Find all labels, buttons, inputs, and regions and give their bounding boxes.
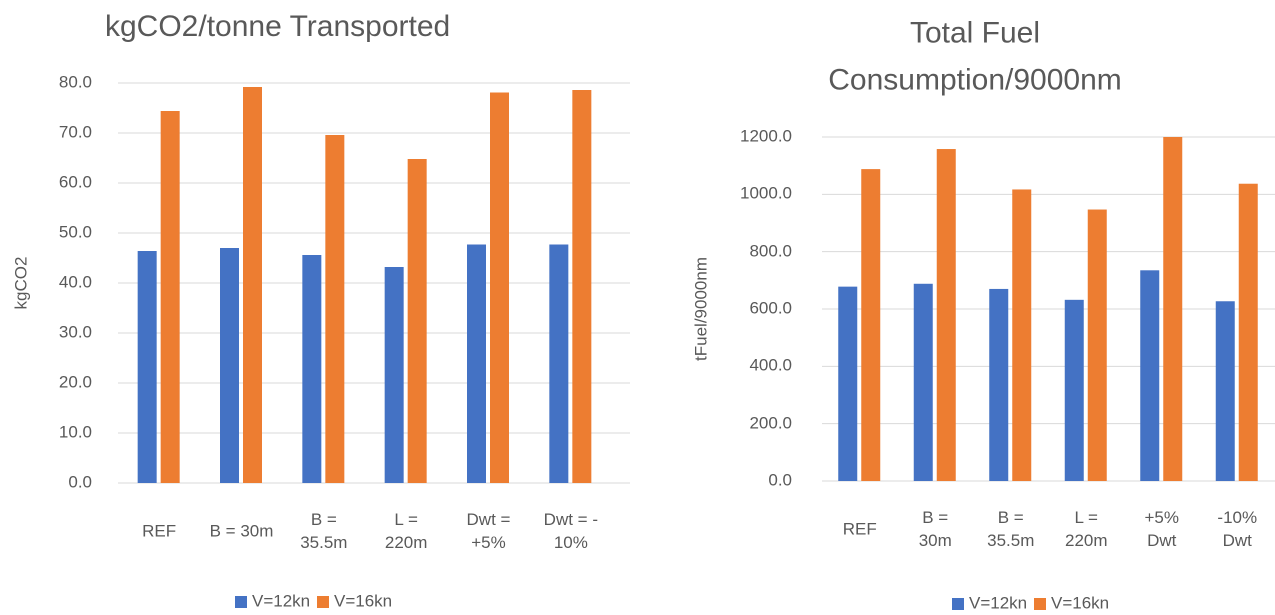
- bar: [302, 255, 322, 483]
- bar: [160, 111, 180, 483]
- y-tick-label: 1200.0: [740, 126, 792, 146]
- y-tick-label: 0.0: [768, 470, 792, 490]
- bar: [1064, 299, 1084, 481]
- bar: [1012, 189, 1032, 481]
- bar: [137, 251, 157, 483]
- bar: [549, 244, 569, 483]
- bar: [384, 267, 404, 483]
- x-tick-label: -10% Dwt: [1217, 508, 1258, 550]
- x-tick-label: +5% Dwt: [1144, 508, 1180, 550]
- legend-label: V=16kn: [334, 591, 393, 611]
- x-tick-label: B = 30m: [209, 521, 274, 541]
- bar: [325, 135, 345, 483]
- chart-title: kgCO2/tonne Transported: [105, 9, 451, 43]
- legend-label: V=12kn: [252, 591, 311, 611]
- x-tick-label: L = 220m: [1064, 508, 1108, 550]
- x-tick-label: L = 220m: [384, 510, 428, 552]
- bar: [490, 92, 509, 483]
- y-tick-label: 40.0: [58, 272, 92, 292]
- bar: [1087, 209, 1107, 481]
- legend-label: V=12kn: [969, 593, 1028, 613]
- y-tick-label: 60.0: [58, 172, 92, 192]
- y-tick-label: 600.0: [749, 298, 792, 318]
- y-tick-label: 400.0: [749, 355, 792, 375]
- bar: [1163, 137, 1183, 481]
- y-axis-label: tFuel/9000nm: [691, 257, 711, 361]
- legend-swatch: [235, 596, 247, 608]
- x-tick-label: B = 35.5m: [987, 508, 1035, 550]
- x-tick-label: Dwt = +5%: [466, 510, 511, 552]
- legend-swatch: [952, 598, 964, 610]
- bar: [1140, 270, 1160, 481]
- bar: [861, 169, 881, 481]
- y-tick-label: 800.0: [749, 241, 792, 261]
- x-tick-label: Dwt = - 10%: [543, 510, 598, 552]
- x-tick-label: B = 30m: [918, 508, 952, 550]
- y-tick-label: 80.0: [58, 72, 92, 92]
- x-tick-label: REF: [142, 521, 177, 541]
- bar: [838, 286, 858, 481]
- y-tick-label: 200.0: [749, 413, 792, 433]
- bar: [1215, 301, 1235, 481]
- chart-title: Total Fuel Consumption/9000nm: [828, 16, 1122, 97]
- bar: [936, 149, 956, 482]
- y-tick-label: 30.0: [58, 322, 92, 342]
- y-axis-label: kgCO2: [11, 256, 31, 310]
- legend-swatch: [1034, 598, 1046, 610]
- bar: [1238, 183, 1258, 481]
- x-tick-label: B = 35.5m: [300, 510, 348, 552]
- bar: [913, 283, 933, 481]
- y-tick-label: 20.0: [58, 372, 92, 392]
- bar: [220, 248, 239, 483]
- y-tick-label: 1000.0: [740, 183, 792, 203]
- legend-swatch: [317, 596, 329, 608]
- y-tick-label: 70.0: [58, 122, 92, 142]
- bar: [407, 159, 427, 483]
- bar: [989, 288, 1009, 481]
- y-tick-label: 0.0: [68, 472, 92, 492]
- y-tick-label: 10.0: [58, 422, 92, 442]
- legend-label: V=16kn: [1051, 593, 1110, 613]
- bar: [467, 244, 486, 483]
- bar: [243, 87, 262, 483]
- y-tick-label: 50.0: [58, 222, 92, 242]
- bar: [572, 90, 592, 483]
- x-tick-label: REF: [842, 519, 877, 539]
